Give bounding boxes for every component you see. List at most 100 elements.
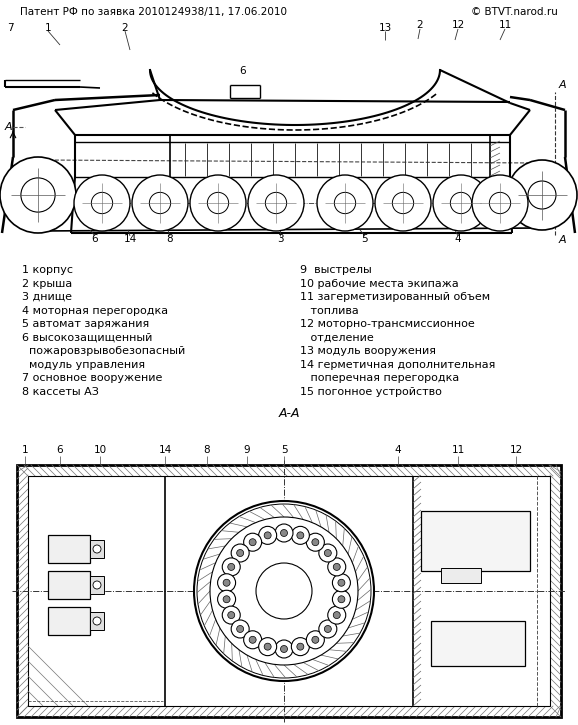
Text: 5: 5 bbox=[281, 445, 287, 455]
Circle shape bbox=[244, 631, 262, 649]
Circle shape bbox=[190, 175, 246, 231]
Text: 6: 6 bbox=[92, 234, 98, 244]
Circle shape bbox=[228, 563, 235, 571]
Circle shape bbox=[93, 617, 101, 625]
Text: 8 кассеты АЗ: 8 кассеты АЗ bbox=[22, 386, 99, 397]
Text: © BTVT.narod.ru: © BTVT.narod.ru bbox=[471, 7, 558, 17]
Circle shape bbox=[328, 606, 346, 624]
Text: 14: 14 bbox=[123, 234, 136, 244]
Text: пожаровзрывобезопасный: пожаровзрывобезопасный bbox=[22, 346, 186, 356]
Text: 3: 3 bbox=[277, 234, 283, 244]
Circle shape bbox=[248, 175, 304, 231]
Text: отделение: отделение bbox=[300, 333, 374, 342]
Text: топлива: топлива bbox=[300, 305, 359, 315]
Text: 9  выстрелы: 9 выстрелы bbox=[300, 265, 372, 275]
Circle shape bbox=[297, 643, 304, 650]
Circle shape bbox=[223, 606, 240, 624]
Text: 8: 8 bbox=[166, 234, 173, 244]
Text: 6 высокозащищенный: 6 высокозащищенный bbox=[22, 333, 153, 342]
Circle shape bbox=[74, 175, 130, 231]
Text: 4: 4 bbox=[455, 234, 461, 244]
Circle shape bbox=[132, 175, 188, 231]
Circle shape bbox=[472, 175, 528, 231]
Circle shape bbox=[217, 590, 236, 608]
Text: 13: 13 bbox=[379, 23, 392, 33]
Circle shape bbox=[334, 563, 340, 571]
Circle shape bbox=[223, 596, 230, 602]
Text: 8: 8 bbox=[203, 445, 210, 455]
Text: 14 герметичная дополнительная: 14 герметичная дополнительная bbox=[300, 360, 495, 370]
Text: 2: 2 bbox=[122, 23, 128, 33]
Bar bbox=[48, 607, 90, 635]
Text: 1: 1 bbox=[22, 445, 28, 455]
Circle shape bbox=[312, 539, 319, 546]
Bar bbox=[90, 576, 104, 594]
Circle shape bbox=[0, 157, 76, 233]
Text: 4 моторная перегородка: 4 моторная перегородка bbox=[22, 305, 168, 315]
Circle shape bbox=[324, 626, 331, 632]
Circle shape bbox=[236, 550, 244, 557]
Circle shape bbox=[306, 631, 324, 649]
Bar bbox=[28, 476, 550, 706]
Text: 7 основное вооружение: 7 основное вооружение bbox=[22, 373, 162, 383]
Bar bbox=[90, 612, 104, 630]
Text: поперечная перегородка: поперечная перегородка bbox=[300, 373, 460, 383]
Text: 4: 4 bbox=[395, 445, 401, 455]
Circle shape bbox=[264, 532, 271, 539]
Circle shape bbox=[244, 533, 262, 551]
Text: 12: 12 bbox=[451, 20, 465, 30]
Circle shape bbox=[338, 596, 345, 602]
Circle shape bbox=[231, 620, 249, 638]
Circle shape bbox=[291, 638, 309, 655]
Text: 11: 11 bbox=[498, 20, 512, 30]
Text: 12: 12 bbox=[509, 445, 523, 455]
Text: A: A bbox=[5, 122, 12, 132]
Circle shape bbox=[291, 526, 309, 544]
Circle shape bbox=[264, 643, 271, 650]
Text: 2 крыша: 2 крыша bbox=[22, 278, 72, 289]
Circle shape bbox=[297, 532, 304, 539]
Text: 2: 2 bbox=[417, 20, 423, 30]
Circle shape bbox=[280, 529, 287, 536]
Circle shape bbox=[223, 579, 230, 587]
Circle shape bbox=[259, 526, 277, 544]
Circle shape bbox=[249, 539, 256, 546]
Bar bbox=[48, 535, 90, 563]
Circle shape bbox=[375, 175, 431, 231]
Circle shape bbox=[228, 612, 235, 618]
Circle shape bbox=[231, 544, 249, 562]
Text: A: A bbox=[559, 80, 566, 90]
Circle shape bbox=[256, 563, 312, 619]
Text: 12 моторно-трансмиссионное: 12 моторно-трансмиссионное bbox=[300, 319, 475, 329]
Bar bbox=[431, 621, 525, 666]
Text: 1: 1 bbox=[45, 23, 51, 33]
Circle shape bbox=[319, 620, 337, 638]
Text: 13 модуль вооружения: 13 модуль вооружения bbox=[300, 346, 436, 356]
Circle shape bbox=[236, 626, 244, 632]
Text: 10: 10 bbox=[94, 445, 106, 455]
Circle shape bbox=[324, 550, 331, 557]
Circle shape bbox=[93, 545, 101, 553]
Circle shape bbox=[317, 175, 373, 231]
Text: 1 корпус: 1 корпус bbox=[22, 265, 73, 275]
Text: 9: 9 bbox=[244, 445, 250, 455]
Circle shape bbox=[306, 533, 324, 551]
Text: 11 загерметизированный объем: 11 загерметизированный объем bbox=[300, 292, 490, 302]
Circle shape bbox=[194, 501, 374, 681]
Text: 6: 6 bbox=[57, 445, 64, 455]
Circle shape bbox=[319, 544, 337, 562]
Circle shape bbox=[332, 573, 350, 592]
Circle shape bbox=[332, 590, 350, 608]
Circle shape bbox=[249, 637, 256, 643]
Bar bbox=[421, 511, 530, 571]
Text: 14: 14 bbox=[158, 445, 172, 455]
Bar bbox=[90, 540, 104, 558]
Bar bbox=[48, 571, 90, 599]
Circle shape bbox=[338, 579, 345, 587]
Circle shape bbox=[217, 573, 236, 592]
Text: А-А: А-А bbox=[278, 407, 300, 420]
Circle shape bbox=[275, 524, 293, 542]
Circle shape bbox=[433, 175, 489, 231]
Circle shape bbox=[312, 637, 319, 643]
Circle shape bbox=[210, 517, 358, 665]
